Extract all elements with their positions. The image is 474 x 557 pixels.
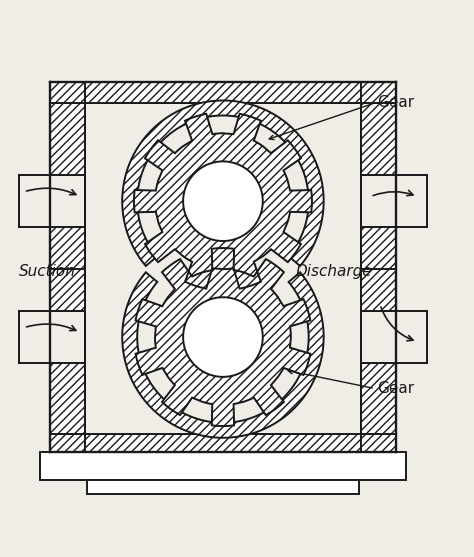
Polygon shape bbox=[122, 272, 324, 438]
Text: Discharge: Discharge bbox=[296, 264, 372, 279]
Text: Gear: Gear bbox=[377, 381, 415, 396]
Polygon shape bbox=[122, 100, 324, 266]
Bar bbox=[396, 311, 427, 363]
Polygon shape bbox=[136, 248, 310, 426]
Polygon shape bbox=[361, 227, 396, 311]
Polygon shape bbox=[361, 363, 396, 452]
Text: Suction: Suction bbox=[19, 264, 76, 279]
Polygon shape bbox=[50, 227, 85, 311]
Polygon shape bbox=[50, 434, 396, 452]
Bar bbox=[396, 175, 427, 227]
Bar bbox=[87, 480, 359, 494]
Polygon shape bbox=[50, 363, 85, 452]
Text: Gear: Gear bbox=[377, 95, 415, 110]
Polygon shape bbox=[50, 82, 396, 103]
Polygon shape bbox=[50, 82, 85, 175]
Polygon shape bbox=[361, 82, 396, 175]
Circle shape bbox=[183, 297, 263, 377]
Polygon shape bbox=[134, 114, 312, 289]
Circle shape bbox=[183, 162, 263, 241]
Bar bbox=[19, 311, 50, 363]
Bar bbox=[40, 452, 406, 480]
Bar bbox=[85, 103, 361, 434]
Bar bbox=[19, 175, 50, 227]
